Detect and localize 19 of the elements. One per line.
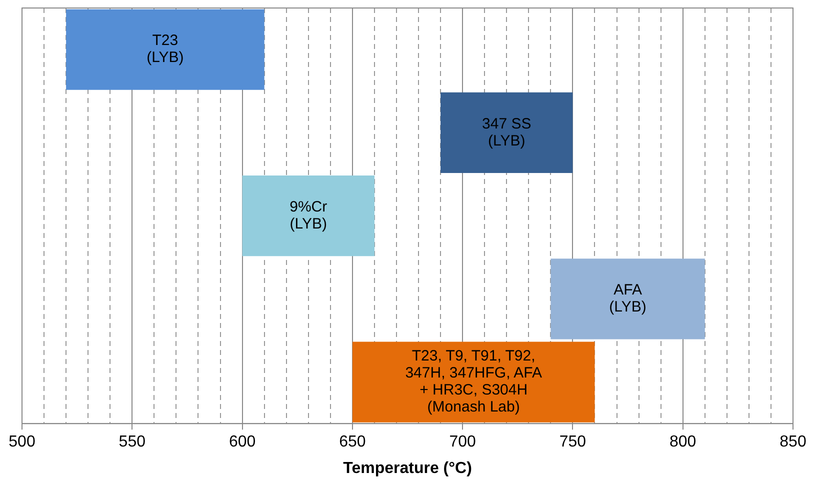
x-axis-title: Temperature (°C) bbox=[343, 460, 472, 477]
x-tick-label: 800 bbox=[670, 434, 696, 451]
bar bbox=[440, 92, 573, 173]
y-tick-label: 9%Cr (LYB) bbox=[290, 198, 328, 232]
bar bbox=[242, 175, 374, 256]
bar bbox=[352, 342, 595, 422]
x-tick-label: 550 bbox=[118, 434, 146, 451]
x-tick-label: 500 bbox=[8, 434, 36, 451]
x-tick-label: 850 bbox=[780, 434, 806, 451]
bar bbox=[550, 258, 705, 340]
x-tick-label: 700 bbox=[449, 434, 476, 451]
y-tick-label: 347 SS (LYB) bbox=[482, 115, 532, 150]
x-tick-label: 750 bbox=[559, 434, 586, 451]
x-tick-label: 600 bbox=[228, 434, 256, 451]
y-tick-label: T23 (LYB) bbox=[146, 32, 184, 66]
x-tick-label: 650 bbox=[339, 434, 366, 451]
bar bbox=[66, 9, 264, 90]
y-tick-label: T23, T9, T91, T92, 347H, 347HFG, AFA + HR3C, S304H (Monash Lab) bbox=[405, 348, 542, 416]
y-tick-label: AFA (LYB) bbox=[609, 282, 646, 316]
